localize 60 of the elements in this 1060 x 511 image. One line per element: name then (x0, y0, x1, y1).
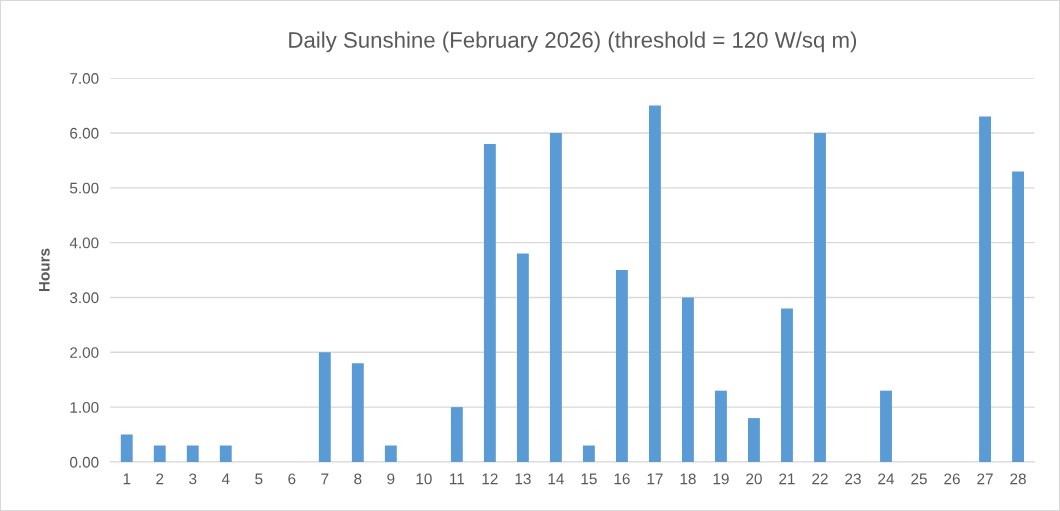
x-tick-label: 18 (680, 473, 696, 485)
y-tick-label: 0.00 (69, 456, 99, 468)
x-tick-label: 2 (156, 473, 164, 485)
bar (682, 297, 694, 462)
y-tick-label: 5.00 (70, 182, 99, 194)
x-tick-label: 26 (944, 473, 960, 485)
bar (582, 445, 595, 462)
x-tick-label: 15 (581, 473, 597, 485)
bar (351, 363, 364, 462)
x-tick-label: 4 (221, 473, 230, 485)
bar (120, 434, 133, 462)
bar (450, 407, 463, 462)
bar (781, 308, 793, 462)
y-tick-label: 7.00 (70, 73, 99, 84)
x-tick-label: 12 (482, 473, 498, 485)
bar (153, 445, 166, 462)
x-tick-label: 6 (288, 473, 296, 485)
chart-title: Daily Sunshine (February 2026) (threshold = 120 W/sq m) (289, 31, 857, 53)
y-tick-label: 1.00 (70, 401, 99, 413)
bar (219, 445, 232, 462)
x-tick-label: 27 (977, 473, 993, 485)
bar (483, 143, 496, 462)
x-tick-label: 16 (614, 473, 630, 485)
x-tick-label: 25 (911, 473, 927, 485)
bar (648, 105, 661, 462)
bar (748, 418, 760, 462)
bar (549, 133, 562, 462)
x-tick-label: 28 (1010, 473, 1026, 485)
bar (615, 270, 628, 462)
x-tick-label: 23 (845, 473, 861, 485)
x-tick-label: 20 (746, 473, 762, 485)
y-tick-label: 2.00 (70, 347, 99, 358)
bar (384, 445, 397, 462)
bar (715, 390, 727, 462)
x-tick-label: 7 (321, 473, 329, 485)
bar (318, 352, 331, 462)
bar (979, 116, 991, 462)
x-tick-label: 8 (354, 473, 362, 485)
x-tick-label: 14 (548, 473, 564, 485)
x-tick-label: 19 (713, 473, 729, 485)
x-tick-label: 3 (189, 473, 197, 485)
x-tick-label: 11 (450, 473, 465, 485)
x-tick-label: 17 (647, 473, 663, 485)
x-tick-label: 5 (255, 473, 263, 485)
bar (1012, 171, 1024, 462)
y-tick-label: 4.00 (69, 237, 99, 249)
x-tick-label: 24 (878, 473, 895, 485)
bar (814, 133, 826, 462)
y-tick-label: 3.00 (69, 292, 99, 304)
x-tick-label: 13 (515, 473, 531, 485)
y-tick-label: 6.00 (70, 127, 99, 139)
x-tick-label: 1 (123, 473, 131, 485)
x-tick-label: 21 (779, 473, 795, 485)
y-axis-title: Hours (39, 248, 50, 292)
bar (186, 445, 199, 462)
x-tick-label: 10 (416, 473, 432, 485)
bar (516, 253, 529, 462)
x-tick-label: 22 (812, 473, 828, 485)
bar (880, 390, 892, 462)
x-tick-label: 9 (387, 473, 395, 485)
